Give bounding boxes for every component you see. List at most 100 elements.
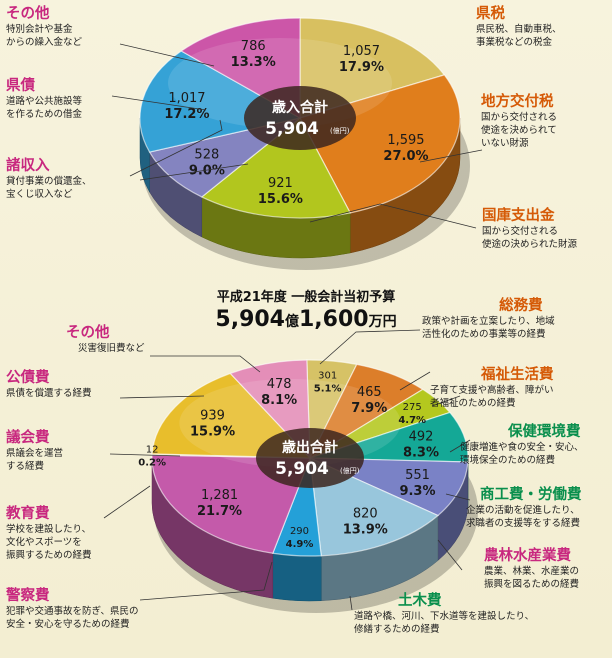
budget-grand-total: 5,904億1,600万円 — [0, 306, 612, 336]
rev-label-sonota: その他 特別会計や基金 からの繰入金など — [6, 6, 82, 49]
exp-label-title: その他 — [66, 325, 110, 341]
exp-percent-label: 9.3% — [399, 484, 435, 499]
rev-value-label: 786 — [241, 39, 266, 54]
exp-label-desc: 活性化のための事業等の経費 — [422, 329, 546, 340]
rev-label-kokkoshishutsukin: 国庫支出金 国から交付される 使途の決められた財源 — [482, 208, 577, 251]
rev-label-title: その他 — [6, 6, 50, 22]
rev-label-desc: 宝くじ収入など — [6, 189, 73, 200]
rev-value-label: 1,057 — [343, 44, 380, 59]
exp-label-gikaihi: 議会費 県議会を運営 する経費 — [6, 430, 63, 473]
rev-value-label: 921 — [268, 176, 293, 191]
rev-percent-label: 13.3% — [231, 55, 276, 70]
rev-label-desc: 貸付事業の償還金、 — [6, 176, 92, 187]
exp-label-desc: 政策や計画を立案したり、地域 — [422, 316, 555, 327]
exp-leader-line — [119, 395, 205, 399]
rev-label-desc: 使途を決められて — [481, 125, 557, 136]
budget-subtitle: 平成21年度 一般会計当初予算 — [216, 290, 396, 305]
exp-percent-label: 0.2% — [138, 457, 166, 468]
exp-label-desc: 健康増進や食の安全・安心、 — [460, 442, 584, 453]
rev-label-desc: を作るための借金 — [6, 109, 83, 120]
rev-center-disc — [244, 86, 356, 150]
exp-label-title: 公債費 — [6, 370, 50, 386]
exp-percent-label: 4.9% — [286, 539, 314, 550]
exp-percent-label: 4.7% — [398, 415, 426, 426]
exp-value-label: 820 — [353, 507, 378, 522]
exp-slice — [151, 454, 311, 554]
exp-label-desc: 者福祉のための経費 — [430, 398, 516, 409]
grand-total-man: 1,600 — [299, 307, 369, 332]
rev-label-desc: 道路や公共施設等 — [6, 96, 83, 107]
rev-leader-line — [119, 43, 215, 67]
rev-leader-line — [139, 163, 249, 181]
exp-leader-line — [103, 485, 151, 519]
exp-value-label: 939 — [200, 409, 225, 424]
exp-label-desc: 道路や橋、河川、下水道等を建設したり、 — [354, 611, 535, 622]
exp-leader-line — [431, 395, 461, 407]
exp-slice — [309, 457, 440, 557]
rev-label-title: 地方交付税 — [481, 94, 554, 110]
exp-label-title: 議会費 — [6, 430, 50, 446]
rev-percent-label: 9.0% — [189, 163, 225, 178]
rev-percent-label: 27.0% — [383, 149, 428, 164]
exp-label-desc: 災害復旧費など — [78, 343, 145, 354]
exp-label-desc: する経費 — [6, 461, 45, 472]
exp-label-desc: 環境保全のための経費 — [460, 455, 556, 466]
exp-label-norinsuisangyohi: 農林水産業費 農業、林業、水産業の 振興を図るための経費 — [484, 548, 579, 591]
rev-label-desc: 国から交付される — [481, 112, 558, 123]
rev-label-desc: 使途の決められた財源 — [482, 239, 578, 250]
exp-leader-line — [349, 595, 353, 611]
exp-label-title: 農林水産業費 — [484, 548, 571, 564]
exp-value-label: 275 — [403, 402, 422, 413]
exp-leader-line — [109, 453, 181, 457]
exp-label-keisatsuhi: 警察費 犯罪や交通事故を防ぎ、県民の 安全・安心を守るための経費 — [6, 588, 139, 631]
exp-center-label: 歳出合計 — [282, 439, 338, 456]
exp-label-title: 教育費 — [6, 506, 50, 522]
rev-label-desc: 国から交付される — [482, 226, 559, 237]
rev-label-title: 諸収入 — [6, 158, 50, 174]
exp-label-shokohi: 商工費・労働費 企業の活動を促進したり、 求職者の支援等をする経費 — [466, 487, 582, 530]
exp-leader-line — [437, 539, 463, 571]
exp-value-label: 290 — [290, 526, 309, 537]
rev-leader-line — [129, 119, 223, 177]
rev-value-label: 1,017 — [168, 91, 205, 106]
exp-center-unit: (億円) — [340, 466, 360, 475]
exp-label-hokenkankyohi: 保健環境費 健康増進や食の安全・安心、 環境保全のための経費 — [460, 424, 584, 467]
exp-percent-label: 8.3% — [403, 446, 439, 461]
exp-leader-line — [449, 439, 471, 453]
exp-label-desc: 文化やスポーツを — [6, 537, 82, 548]
exp-value-label: 301 — [318, 370, 337, 381]
exp-label-desc: 安全・安心を守るための経費 — [6, 619, 130, 630]
exp-label-dobokuhi: 土木費 道路や橋、河川、下水道等を建設したり、 修繕するための経費 — [354, 593, 534, 636]
rev-label-kensai: 県債 道路や公共施設等 を作るための借金 — [6, 78, 82, 121]
exp-label-title: 商工費・労働費 — [480, 487, 582, 503]
rev-leader-line — [419, 149, 483, 163]
exp-percent-label: 21.7% — [197, 504, 242, 519]
exp-leader-line — [139, 561, 273, 601]
rev-leader-line — [309, 203, 477, 229]
exp-value-label: 1,281 — [201, 488, 238, 503]
exp-label-desc: 子育て支援や高齢者、障がい — [430, 385, 554, 396]
exp-percent-label: 15.9% — [190, 425, 235, 440]
rev-label-desc: いない財源 — [481, 138, 529, 149]
rev-percent-label: 17.9% — [339, 60, 384, 75]
exp-label-desc: 企業の活動を促進したり、 — [466, 505, 580, 516]
exp-value-label: 492 — [409, 430, 434, 445]
rev-label-title: 国庫支出金 — [482, 208, 555, 224]
exp-label-kosaihi: 公債費 県債を償還する経費 — [6, 370, 92, 400]
exp-label-title: 総務費 — [499, 298, 543, 314]
exp-value-label: 465 — [357, 385, 382, 400]
exp-label-title: 土木費 — [398, 593, 442, 609]
rev-value-label: 1,595 — [387, 133, 424, 148]
rev-label-shoshunyu: 諸収入 貸付事業の償還金、 宝くじ収入など — [6, 158, 92, 201]
exp-label-desc: 犯罪や交通事故を防ぎ、県民の — [6, 606, 139, 617]
rev-label-kenzei: 県税 県民税、自動車税、 事業税などの税金 — [476, 6, 562, 49]
exp-label-fukushiseikatsuhi: 福祉生活費 子育て支援や高齢者、障がい 者福祉のための経費 — [430, 367, 554, 410]
rev-label-desc: 事業税などの税金 — [476, 37, 553, 48]
rev-label-chihokofuzei: 地方交付税 国から交付される 使途を決められて いない財源 — [481, 94, 557, 150]
exp-value-label: 478 — [267, 377, 292, 392]
exp-value-label: 551 — [405, 468, 430, 483]
exp-label-desc: 修繕するための経費 — [354, 624, 440, 635]
